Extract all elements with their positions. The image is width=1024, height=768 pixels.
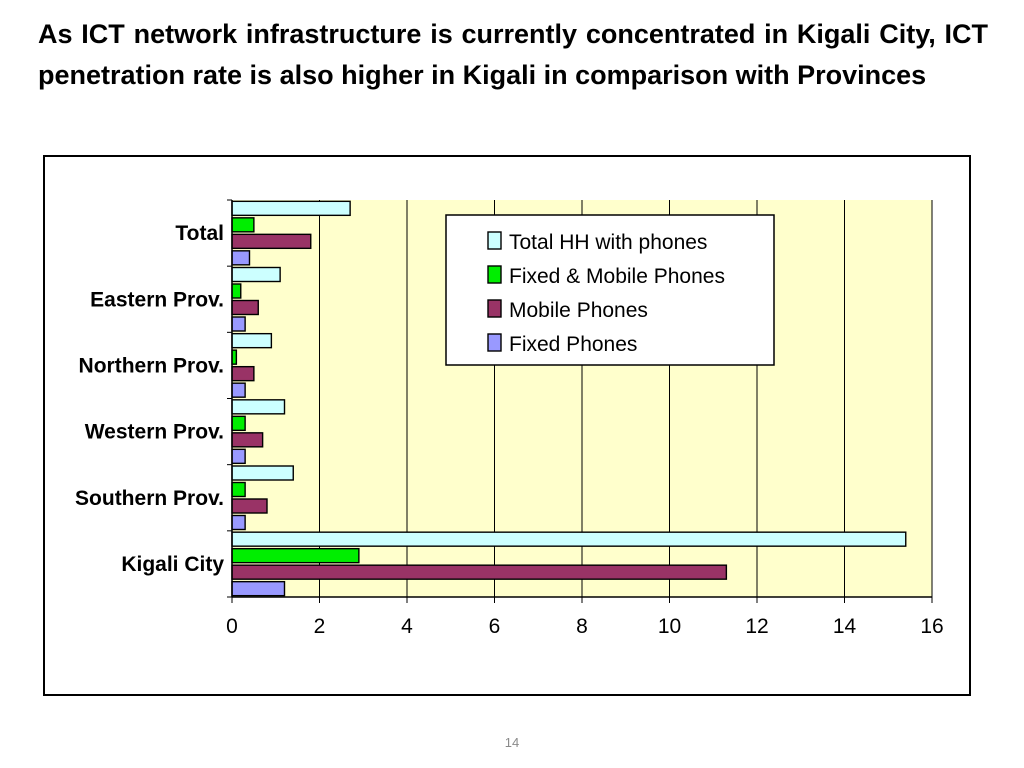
category-label: Western Prov.: [85, 421, 224, 444]
bar: [231, 580, 286, 597]
page-number: 14: [504, 735, 520, 750]
x-tick-label: 6: [489, 615, 501, 638]
x-tick-label: 10: [658, 615, 681, 638]
x-tick-label: 2: [314, 615, 326, 638]
x-tick-label: 14: [833, 615, 857, 638]
bar: [231, 481, 246, 498]
bar: [231, 200, 351, 217]
bar: [231, 266, 281, 283]
legend-swatch: [487, 333, 502, 352]
bar: [231, 465, 294, 481]
x-tick-label: 16: [920, 615, 943, 638]
bar-chart: Kigali City Southern Prov. Western Prov. No…: [75, 199, 944, 638]
bar: [231, 399, 286, 415]
category-label: Kigali City: [121, 553, 224, 576]
bar: [231, 332, 273, 349]
category-label: Northern Prov.: [79, 354, 224, 377]
legend-swatch: [487, 231, 502, 250]
bar: [231, 564, 728, 580]
x-tick-label: 8: [576, 615, 588, 638]
bar: [231, 448, 246, 465]
bar: [231, 316, 246, 332]
legend-label: Fixed Phones: [509, 333, 637, 356]
bar: [231, 498, 268, 514]
x-tick-label: 4: [401, 615, 413, 638]
bar: [231, 547, 360, 564]
chart-frame: Kigali City Southern Prov. Western Prov. No…: [43, 155, 971, 696]
category-label: Southern Prov.: [75, 487, 224, 510]
bar: [231, 250, 251, 266]
legend-swatch: [487, 265, 502, 284]
category-label: Total: [175, 222, 224, 245]
bar: [231, 432, 264, 448]
bar: [231, 382, 246, 398]
bar: [231, 299, 259, 316]
legend: Total HH with phones Fixed & Mobile Phone…: [445, 214, 775, 366]
bar: [231, 415, 246, 432]
legend-label: Fixed & Mobile Phones: [509, 265, 725, 288]
slide-title: As ICT network infrastructure is current…: [38, 19, 988, 90]
bar: [231, 233, 312, 250]
bar: [231, 365, 255, 382]
legend-swatch: [487, 299, 502, 318]
legend-label: Mobile Phones: [509, 299, 648, 322]
bar: [231, 531, 907, 547]
bar: [231, 514, 246, 531]
x-tick-label: 12: [745, 615, 768, 638]
legend-label: Total HH with phones: [509, 231, 707, 254]
bar: [231, 283, 242, 299]
bar: [231, 217, 255, 233]
category-label: Eastern Prov.: [90, 288, 224, 311]
x-tick-label: 0: [226, 615, 238, 638]
